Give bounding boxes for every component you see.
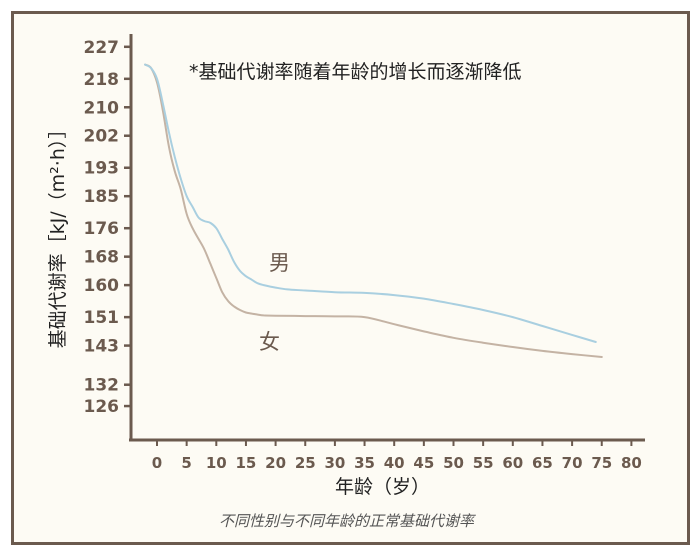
x-tick-label-50: 50 — [443, 454, 464, 472]
series-label-female: 女 — [259, 330, 280, 354]
x-tick-label-25: 25 — [295, 454, 316, 472]
x-tick-label-55: 55 — [473, 454, 494, 472]
y-tick-label-193: 193 — [84, 159, 120, 179]
y-tick-label-160: 160 — [84, 276, 120, 296]
y-tick-label-168: 168 — [84, 248, 120, 268]
y-tick-label-218: 218 — [84, 70, 120, 90]
chart-text: *基础代谢率随着年龄的增长而逐渐降低 男 女 年龄（岁） 基础代谢率［kJ/（m… — [47, 61, 522, 530]
x-tick-label-75: 75 — [591, 454, 612, 472]
y-tick-label-126: 126 — [84, 397, 120, 417]
x-tick-label-35: 35 — [354, 454, 375, 472]
x-tick-label-65: 65 — [532, 454, 553, 472]
x-tick-label-45: 45 — [413, 454, 434, 472]
chart-frame: 227 218 210 202 193 185 176 168 160 151 143 132 126 0… — [11, 11, 690, 545]
y-tick-label-202: 202 — [84, 127, 120, 147]
x-axis-title: 年龄（岁） — [335, 476, 430, 498]
x-tick-label-80: 80 — [621, 454, 642, 472]
x-tick-label-10: 10 — [206, 454, 227, 472]
y-tick-label-132: 132 — [84, 376, 120, 396]
y-tick-label-151: 151 — [84, 308, 120, 328]
y-tick-label-176: 176 — [84, 219, 120, 239]
series-label-male: 男 — [269, 251, 290, 275]
y-tick-label-185: 185 — [84, 187, 120, 207]
plot-area — [144, 63, 603, 358]
x-tick-label-30: 30 — [324, 454, 345, 472]
y-tick-label-143: 143 — [84, 337, 120, 357]
x-tick-label-60: 60 — [502, 454, 523, 472]
x-tick-label-20: 20 — [265, 454, 286, 472]
series-line-female — [144, 63, 603, 358]
y-axis-title: 基础代谢率［kJ/（m²·h）］ — [47, 120, 69, 349]
chart-caption: 不同性别与不同年龄的正常基础代谢率 — [219, 512, 476, 530]
x-tick-label-5: 5 — [181, 454, 191, 472]
x-tick-label-40: 40 — [384, 454, 405, 472]
x-tick-label-70: 70 — [562, 454, 583, 472]
chart-annotation: *基础代谢率随着年龄的增长而逐渐降低 — [189, 61, 522, 83]
x-tick-label-15: 15 — [236, 454, 257, 472]
series-line-male — [144, 63, 597, 343]
y-tick-label-210: 210 — [84, 98, 120, 118]
x-tick-label-0: 0 — [152, 454, 162, 472]
y-tick-label-227: 227 — [84, 38, 120, 58]
